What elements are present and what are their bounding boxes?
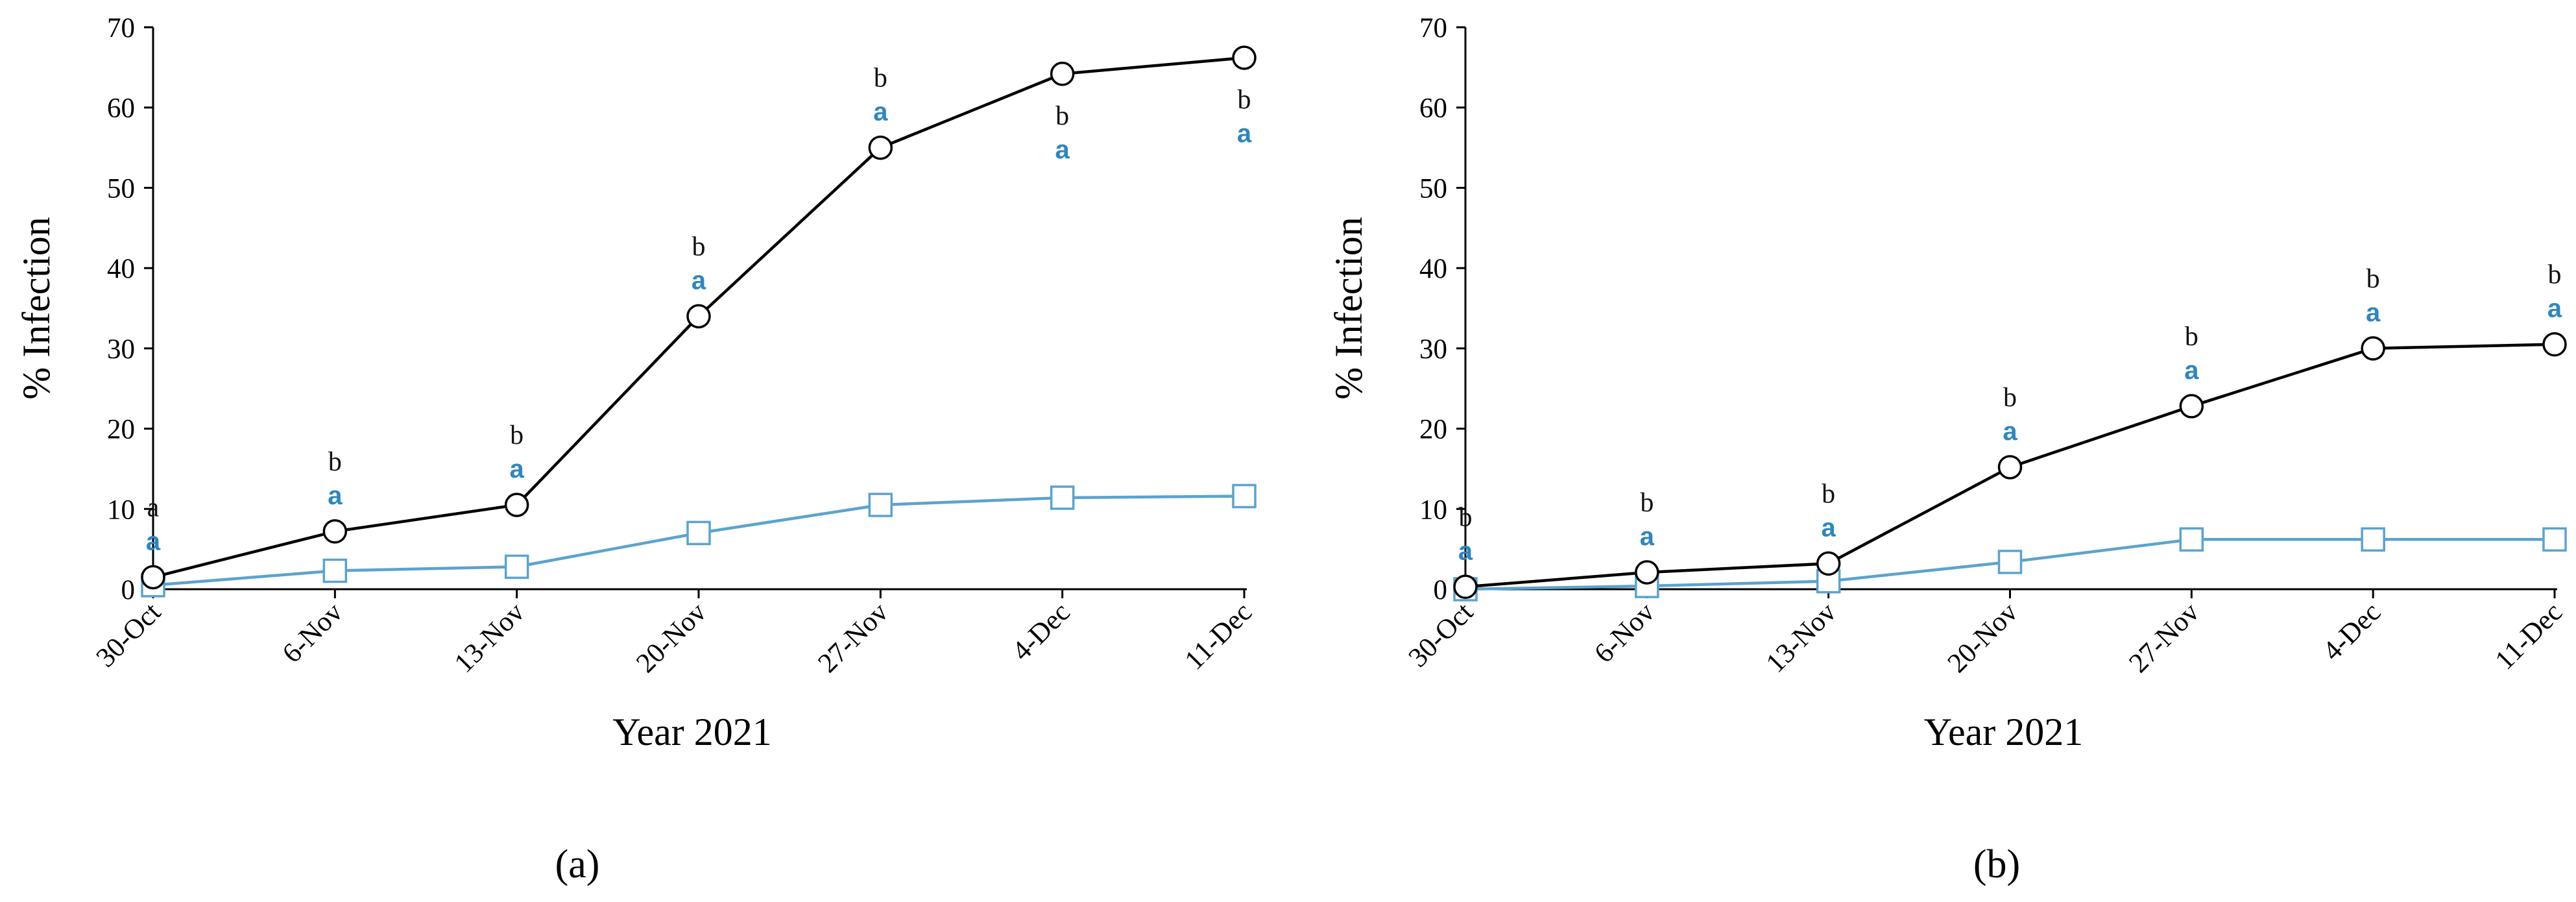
chart-panel-b: 0 10 20 30 40 50 60 70 30-Oct 6-Nov 13-Nov 20-Nov 27…	[1327, 13, 2568, 886]
x-tick-label: 4-Dec	[2317, 597, 2387, 667]
significance-letter-treated: a	[328, 481, 343, 510]
x-axis-label: Year 2021	[612, 711, 772, 753]
significance-letter-control: b	[692, 232, 706, 262]
data-point-square	[504, 554, 529, 579]
significance-letter-control: b	[1055, 101, 1069, 131]
y-tick-label: 40	[107, 254, 135, 284]
data-point-square	[2179, 527, 2204, 552]
significance-letter-treated: a	[1237, 119, 1252, 148]
x-tick-label: 13-Nov	[1761, 596, 1842, 678]
y-tick-label: 70	[1419, 13, 1447, 43]
x-tick-label: 27-Nov	[812, 596, 894, 678]
data-point-circle	[1453, 574, 1478, 600]
significance-letter-control: b	[2366, 264, 2380, 294]
y-tick-label: 10	[107, 494, 135, 525]
panel-label: (b)	[1973, 842, 2020, 886]
data-point-circle	[2179, 394, 2204, 419]
x-tick-label: 20-Nov	[631, 596, 712, 678]
y-tick-label: 50	[107, 173, 135, 204]
significance-letter-control: b	[2548, 260, 2562, 290]
data-point-circle	[1050, 62, 1075, 86]
data-point-circle	[686, 304, 711, 329]
data-point-square	[1232, 483, 1257, 509]
x-tick-label: 11-Dec	[1179, 597, 1258, 676]
y-axis-label: % Infection	[15, 217, 58, 400]
y-tick-label: 0	[1434, 575, 1448, 605]
data-point-circle	[1997, 455, 2023, 480]
y-tick-label: 20	[107, 415, 135, 445]
significance-letter-control: b	[328, 447, 342, 477]
significance-letter-control: a	[147, 493, 160, 522]
data-point-circle	[1232, 45, 1257, 70]
y-tick-label: 30	[107, 334, 135, 365]
y-tick-label: 50	[1419, 173, 1447, 204]
significance-letter-control: b	[874, 64, 887, 93]
significance-letter-control: b	[2185, 322, 2198, 352]
significance-letter-treated: a	[510, 455, 525, 483]
significance-letter-treated: a	[2366, 299, 2381, 327]
chart-panel-a: 0 10 20 30 40 50 60 70 30-Oct 6-Nov 13-Nov 20-Nov 27…	[15, 13, 1258, 886]
x-tick-label: 6-Nov	[276, 596, 348, 668]
x-tick-label: 27-Nov	[2123, 596, 2205, 678]
panel-label: (a)	[555, 842, 600, 886]
y-tick-label: 40	[1419, 254, 1447, 284]
significance-letter-treated: a	[1055, 136, 1070, 164]
significance-letter-treated: a	[2003, 417, 2017, 446]
y-tick-label: 60	[1419, 93, 1447, 124]
y-tick-label: 10	[1419, 494, 1447, 525]
significance-letter-control: b	[1238, 85, 1251, 115]
x-tick-label: 13-Nov	[449, 596, 531, 678]
significance-letter-treated: a	[873, 98, 888, 127]
y-tick-label: 20	[1419, 415, 1447, 445]
x-tick-label: 30-Oct	[1402, 597, 1479, 674]
y-tick-label: 30	[1419, 334, 1447, 365]
significance-letter-control: b	[1459, 502, 1473, 532]
x-axis-label: Year 2021	[1924, 711, 2084, 753]
y-tick-label: 0	[121, 575, 136, 605]
data-point-square	[2361, 527, 2385, 552]
x-tick-label: 11-Dec	[2489, 597, 2568, 676]
y-axis-label: % Infection	[1327, 217, 1370, 400]
x-tick-label: 30-Oct	[90, 597, 167, 674]
data-point-circle	[1635, 560, 1659, 585]
significance-letter-control: b	[510, 421, 524, 450]
data-point-square	[2542, 527, 2567, 552]
y-tick-label: 70	[107, 13, 135, 43]
y-tick-label: 60	[107, 93, 135, 124]
significance-letter-treated: a	[2547, 295, 2562, 323]
data-point-circle	[2361, 336, 2385, 361]
data-point-circle	[1816, 551, 1841, 576]
significance-letter-treated: a	[692, 266, 706, 295]
significance-letter-treated: a	[146, 527, 161, 555]
data-point-circle	[868, 135, 893, 160]
significance-letter-control: b	[1640, 488, 1654, 518]
significance-letter-treated: a	[1822, 513, 1836, 542]
data-point-circle	[504, 493, 529, 517]
data-point-square	[322, 558, 348, 583]
data-point-square	[1997, 550, 2023, 574]
data-point-circle	[141, 565, 165, 590]
significance-letter-control: b	[2003, 383, 2017, 413]
data-point-circle	[2542, 332, 2567, 357]
significance-letter-treated: a	[1640, 522, 1655, 551]
data-point-square	[686, 520, 711, 546]
x-tick-label: 20-Nov	[1942, 596, 2023, 678]
data-point-circle	[322, 519, 348, 544]
significance-letter-treated: a	[1458, 537, 1473, 565]
data-point-square	[868, 493, 893, 517]
significance-letter-treated: a	[2184, 356, 2199, 385]
x-tick-label: 6-Nov	[1589, 596, 1661, 668]
x-tick-label: 4-Dec	[1006, 597, 1076, 667]
data-point-square	[1050, 485, 1075, 510]
significance-letter-control: b	[1822, 479, 1835, 509]
